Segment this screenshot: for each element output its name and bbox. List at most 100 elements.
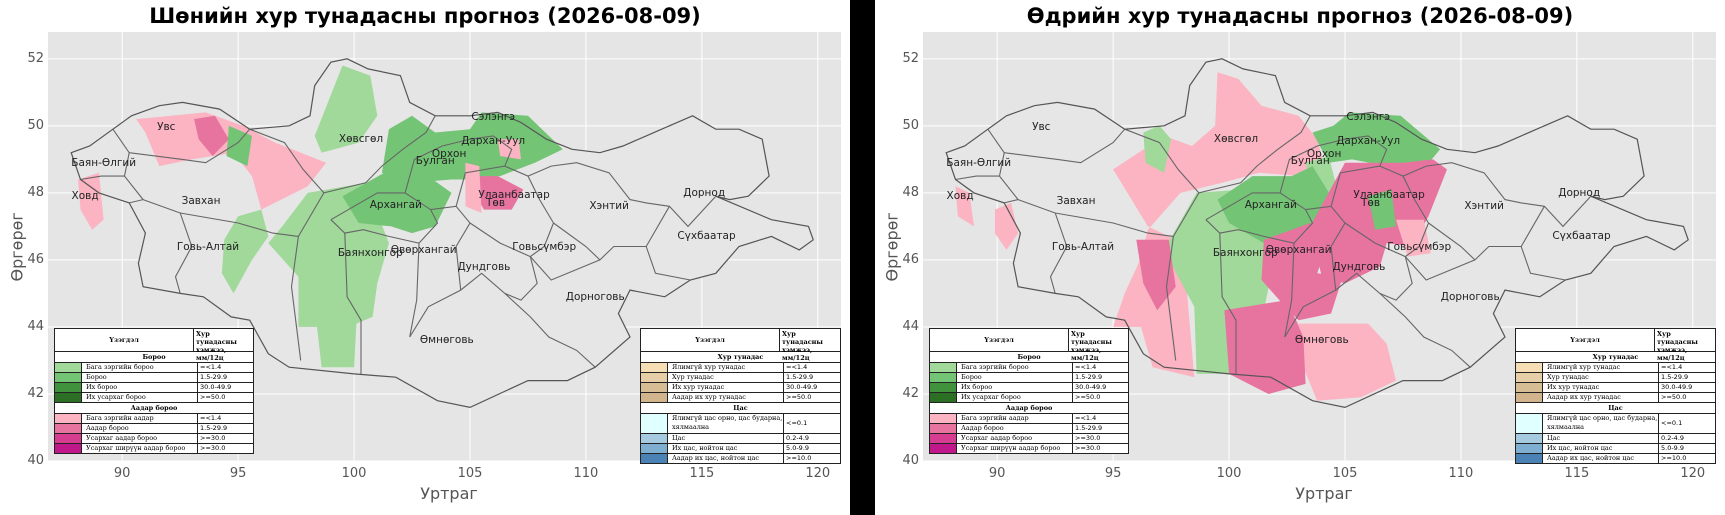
- legend-label: Аадар бороо: [82, 424, 198, 433]
- province-label: Сэлэнгэ: [471, 111, 516, 124]
- province-label: Архангай: [369, 198, 422, 211]
- legend-section-title: Аадар бороо: [55, 403, 253, 414]
- legend-value: 1.5-29.9: [786, 373, 814, 381]
- legend-label: Ялимгүй хур тунадас: [668, 363, 784, 372]
- forecast-area: [1287, 306, 1396, 401]
- province-border: [80, 175, 125, 181]
- legend-snow: Үзэгдэл Хур тунадасны хэмжээ, мм/12ц Хур т…: [640, 328, 841, 464]
- forecast-area: [955, 186, 974, 227]
- province-label: Сүхбаатар: [1552, 230, 1611, 243]
- legend-label: Аадар бороо: [957, 424, 1073, 433]
- y-tick-label: 46: [27, 251, 44, 267]
- forecast-area: [78, 172, 104, 230]
- y-tick-label: 52: [27, 50, 44, 66]
- forecast-area: [194, 115, 229, 156]
- x-tick-label: 115: [689, 466, 715, 481]
- legend-row: Бага зэргийн аадар =<1.4: [930, 414, 1128, 424]
- legend-row: Хур тунадас 1.5-29.9: [1516, 373, 1715, 383]
- night-forecast-panel: Шөнийн хур тунадасны прогноз (2026-08-09…: [0, 0, 850, 515]
- province-label: Ховд: [71, 190, 99, 203]
- y-tick-label: 52: [902, 50, 919, 66]
- legend-value: >=30.0: [200, 434, 226, 442]
- province-label: Архангай: [1244, 198, 1297, 211]
- legend-row: Бага зэргийн бороо =<1.4: [930, 363, 1128, 373]
- province-border: [955, 175, 1000, 181]
- province-border: [527, 162, 717, 228]
- country-border: [945, 58, 1689, 409]
- legend-row: Ялимгүй хур тунадас =<1.4: [1516, 363, 1715, 373]
- forecast-area: [994, 202, 1019, 250]
- province-label: Дорноговь: [565, 290, 625, 303]
- province-label: Улаанбаатар: [478, 188, 550, 201]
- province-label: Баянхонгор: [1212, 247, 1278, 260]
- legend-value: >=10.0: [786, 454, 812, 462]
- legend-label: Их хур тунадас: [668, 383, 784, 392]
- province-border: [1004, 128, 1126, 164]
- province-border: [1279, 135, 1388, 194]
- legend-label: Их усархаг бороо: [82, 393, 198, 402]
- legend-row: Усархаг ширүүн аадар бороо >=30.0: [55, 444, 253, 453]
- province-border: [504, 292, 596, 368]
- legend-value: 0.2-4.9: [1661, 434, 1685, 442]
- x-tick-label: 120: [805, 466, 831, 481]
- legend-row: Бороо 1.5-29.9: [55, 373, 253, 383]
- y-tick-label: 42: [27, 385, 44, 401]
- map-svg: [923, 32, 1716, 461]
- legend-swatch: [930, 444, 957, 453]
- forecast-area: [1136, 239, 1176, 311]
- y-tick-label: 46: [902, 251, 919, 267]
- legend-value: >=30.0: [1075, 434, 1101, 442]
- legend-label: Усархаг аадар бороо: [957, 434, 1073, 443]
- legend-row: Их хур тунадас 30.0-49.9: [1516, 383, 1715, 393]
- province-label: Баян-Өлгий: [946, 156, 1012, 169]
- x-tick-label: 105: [457, 466, 483, 481]
- province-border: [1055, 212, 1174, 237]
- legend-swatch: [1516, 444, 1543, 453]
- legend-header: Үзэгдэл Хур тунадасны хэмжээ, мм/12ц: [55, 329, 253, 362]
- province-label: Говьсүмбэр: [512, 240, 577, 253]
- legend-swatch: [930, 434, 957, 443]
- legend-swatch: [641, 414, 668, 433]
- province-border: [455, 165, 555, 258]
- legend-row: Их бороо 30.0-49.9: [55, 383, 253, 393]
- legend-section-title: Цас: [641, 403, 840, 414]
- province-label: Дорнод: [683, 186, 726, 199]
- legend-section-title: Аадар бороо: [930, 403, 1128, 414]
- forecast-area: [1143, 125, 1172, 173]
- province-label: Говьсүмбэр: [1387, 240, 1452, 253]
- y-axis-label: Өргөрөг: [882, 212, 902, 282]
- legend-value: >=10.0: [1661, 454, 1687, 462]
- legend-swatch: [641, 383, 668, 392]
- legend-swatch: [1516, 434, 1543, 443]
- province-label: Баянхонгор: [337, 247, 403, 260]
- day-forecast-panel: Өдрийн хур тунадасны прогноз (2026-08-09…: [875, 0, 1725, 515]
- province-label: Хөвсгөл: [338, 133, 384, 146]
- legend-row: Цас 0.2-4.9: [641, 434, 840, 444]
- legend-swatch: [930, 393, 957, 402]
- legend-value: 1.5-29.9: [1075, 424, 1103, 432]
- province-border: [404, 135, 513, 194]
- forecast-area: [465, 162, 482, 213]
- forecast-area: [1224, 300, 1306, 394]
- legend-label: Бага зэргийн аадар: [82, 414, 198, 423]
- legend-swatch: [55, 383, 82, 392]
- legend-header: Үзэгдэл Хур тунадасны хэмжээ, мм/12ц: [641, 329, 840, 362]
- legend-value: >=50.0: [786, 393, 812, 401]
- province-border: [344, 233, 362, 374]
- forecast-area: [1368, 189, 1396, 230]
- x-tick-label: 95: [229, 466, 247, 481]
- legend-row: Их цас, нойтон цас 5.0-9.9: [641, 444, 840, 454]
- province-label: Улаанбаатар: [1353, 188, 1425, 201]
- x-tick-label: 105: [1332, 466, 1358, 481]
- legend-value: =<1.4: [1075, 414, 1097, 422]
- legend-label: Их бороо: [957, 383, 1073, 392]
- legend-value: >=30.0: [200, 444, 226, 452]
- forecast-area: [474, 176, 524, 210]
- legend-value: =<1.4: [200, 363, 222, 371]
- x-tick-label: 100: [341, 466, 367, 481]
- province-label: Ховд: [946, 190, 974, 203]
- map-axes[interactable]: [923, 32, 1716, 461]
- legend-label: Усархаг ширүүн аадар бороо: [82, 444, 198, 453]
- forecast-area: [268, 182, 389, 368]
- legend-swatch: [641, 373, 668, 382]
